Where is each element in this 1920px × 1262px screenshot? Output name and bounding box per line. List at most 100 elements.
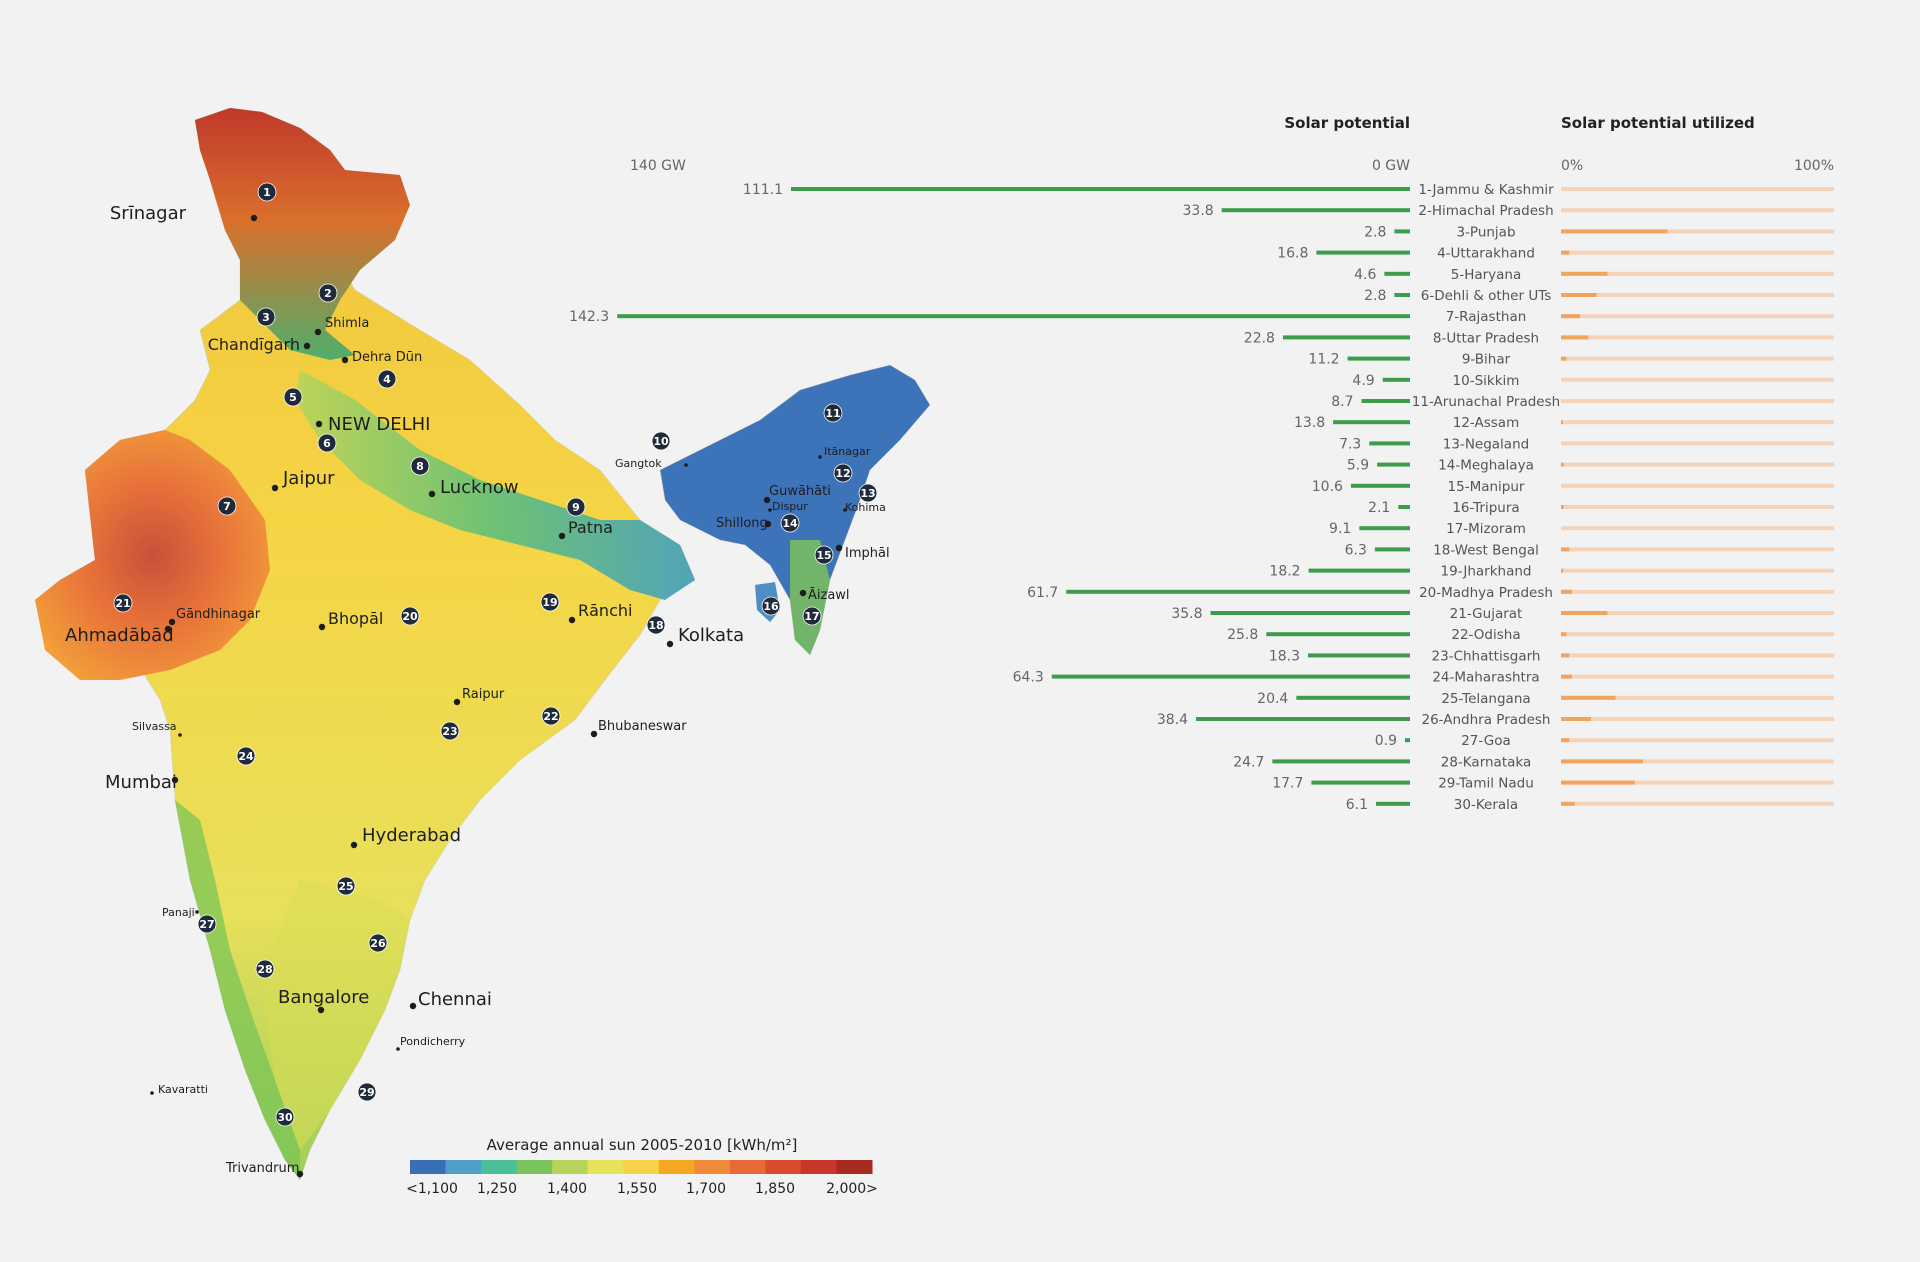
- state-label: 20-Madhya Pradesh: [1419, 585, 1553, 601]
- state-marker-circle: [197, 914, 217, 934]
- city-jaipur: Jaipur: [271, 468, 335, 492]
- utilization-bar: [1561, 314, 1581, 319]
- city-label: Pondicherry: [400, 1035, 466, 1048]
- city-label: Itānagar: [824, 445, 871, 458]
- city-dot: [195, 910, 199, 914]
- utilized-axis-max: 100%: [1794, 158, 1834, 174]
- utilization-track: [1561, 314, 1834, 319]
- state-marker-number: 22: [543, 710, 558, 723]
- potential-value-label: 24.7: [1233, 754, 1264, 770]
- utilization-bar: [1561, 589, 1572, 594]
- city-dot: [409, 1002, 417, 1010]
- state-label: 22-Odisha: [1451, 627, 1520, 643]
- potential-bar: [1374, 547, 1410, 552]
- utilization-bar: [1561, 674, 1572, 679]
- legend-tick-label: <1,100: [406, 1181, 458, 1197]
- utilization-track: [1561, 632, 1834, 637]
- potential-value-label: 0.9: [1375, 733, 1397, 749]
- city-dot: [396, 1047, 400, 1051]
- chart-row: 9.1 17-Mizoram: [1329, 521, 1834, 537]
- state-marker-number: 3: [262, 311, 270, 324]
- utilization-track: [1561, 674, 1834, 679]
- utilization-bar: [1561, 759, 1643, 764]
- potential-value-label: 8.7: [1331, 394, 1353, 410]
- city-dot: [317, 1006, 325, 1014]
- city-itanagar: Itānagar: [818, 445, 871, 459]
- potential-value-label: 17.7: [1272, 776, 1303, 792]
- city-dot: [296, 1170, 304, 1178]
- potential-axis-zero: 0 GW: [1372, 158, 1410, 174]
- potential-value-label: 38.4: [1157, 712, 1188, 728]
- state-marker-number: 7: [223, 500, 231, 513]
- city-label: Dispur: [772, 500, 808, 513]
- potential-value-label: 20.4: [1257, 691, 1288, 707]
- state-number-markers: 1234567891011121314151617181920212223242…: [113, 182, 878, 1127]
- state-marker-11: 11: [823, 403, 843, 423]
- utilization-bar: [1561, 717, 1592, 721]
- legend-swatch: [800, 1160, 837, 1174]
- city-label: Lucknow: [440, 477, 519, 498]
- city-label: Hyderabad: [362, 825, 461, 846]
- city-bangalore: Bangalore: [278, 987, 369, 1014]
- state-label: 10-Sikkim: [1453, 373, 1520, 389]
- city-labels: Srīnagar Shimla Chandīgarh Dehra Dūn NEW DEL…: [65, 203, 890, 1178]
- potential-bar: [1316, 250, 1410, 255]
- city-ahmadabad: Ahmadābād: [65, 625, 174, 646]
- potential-value-label: 111.1: [743, 182, 783, 198]
- state-marker-7: 7: [217, 496, 237, 516]
- state-marker-number: 17: [804, 610, 819, 623]
- city-label: Kavaratti: [158, 1083, 208, 1096]
- state-marker-number: 24: [238, 750, 254, 763]
- chart-row: 0.9 27-Goa: [1375, 733, 1834, 749]
- chart-row: 33.8 2-Himachal Pradesh: [1183, 203, 1834, 219]
- potential-bar: [617, 314, 1410, 319]
- legend-swatch: [516, 1160, 553, 1174]
- city-dispur: Dispur: [768, 500, 808, 513]
- utilization-track: [1561, 717, 1834, 721]
- city-dot: [843, 508, 847, 512]
- state-label: 9-Bihar: [1462, 352, 1511, 368]
- state-marker-number: 5: [289, 391, 297, 404]
- state-marker-3: 3: [256, 307, 276, 327]
- potential-value-label: 7.3: [1339, 436, 1361, 452]
- city-dot: [818, 455, 822, 459]
- utilization-bar: [1561, 250, 1570, 255]
- state-label: 7-Rajasthan: [1446, 309, 1527, 325]
- state-marker-number: 9: [572, 501, 580, 514]
- state-marker-circle: [113, 593, 133, 613]
- state-marker-15: 15: [814, 545, 834, 565]
- city-dot: [350, 841, 358, 849]
- city-label: Bhubaneswar: [598, 719, 687, 734]
- utilization-track: [1561, 780, 1834, 785]
- state-marker-number: 28: [257, 963, 272, 976]
- city-label: Trivandrum: [225, 1161, 299, 1176]
- northeast-region: [659, 364, 931, 656]
- city-label: Jaipur: [282, 468, 335, 489]
- utilization-track: [1561, 420, 1834, 425]
- utilization-track: [1561, 568, 1834, 573]
- state-marker-27: 27: [197, 914, 217, 934]
- chart-row: 10.6 15-Manipur: [1312, 479, 1834, 495]
- utilized-panel-title: Solar potential utilized: [1561, 114, 1755, 132]
- city-dot: [768, 508, 772, 512]
- utilization-bar: [1561, 356, 1567, 361]
- potential-value-label: 64.3: [1013, 670, 1044, 686]
- legend-tick-labels: <1,100 1,250 1,400 1,550 1,700 1,850 2,000>: [406, 1181, 878, 1197]
- city-guwahati: Guwāhāti: [763, 484, 831, 504]
- city-ranchi: Rānchi: [568, 601, 632, 624]
- city-shimla: Shimla: [314, 316, 369, 336]
- utilization-track: [1561, 505, 1834, 509]
- state-marker-circle: [823, 403, 843, 423]
- potential-value-label: 22.8: [1244, 330, 1275, 346]
- city-label: Chennai: [418, 989, 492, 1010]
- state-label: 11-Arunachal Pradesh: [1412, 394, 1560, 410]
- potential-value-label: 2.8: [1364, 224, 1386, 240]
- legend-swatch: [410, 1160, 447, 1174]
- state-marker-number: 20: [402, 610, 418, 623]
- state-marker-14: 14: [780, 513, 800, 533]
- chart-row: 25.8 22-Odisha: [1227, 627, 1834, 643]
- potential-bar: [1272, 759, 1410, 764]
- state-label: 17-Mizoram: [1446, 521, 1526, 537]
- state-label: 27-Goa: [1461, 733, 1511, 749]
